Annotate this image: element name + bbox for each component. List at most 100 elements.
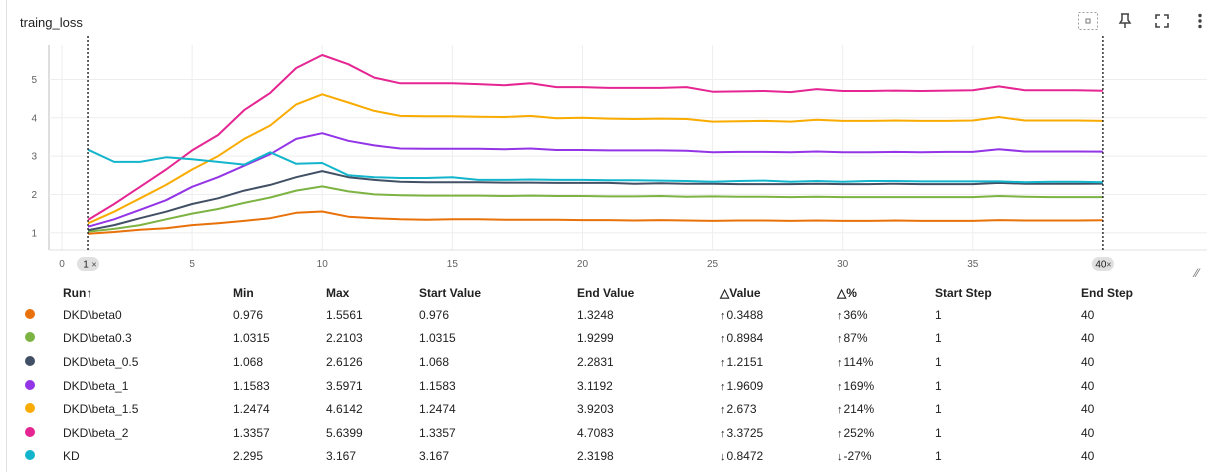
color-swatch[interactable]	[25, 379, 35, 390]
delta-percent: ↑87%	[837, 331, 868, 346]
run-color-dot[interactable]	[7, 445, 63, 469]
header-end-value[interactable]: End Value	[577, 286, 635, 300]
header-delta-percent[interactable]: △%	[837, 286, 857, 300]
run-name: DKD\beta_1.5	[63, 402, 139, 417]
table-row[interactable]: DKD\beta0 0.976 1.5561 0.976 1.3248 ↑0.3488 ↑3…	[7, 303, 1181, 327]
delta-value: ↑3.3725	[720, 425, 764, 440]
header-start-step[interactable]: Start Step	[935, 286, 992, 300]
color-swatch[interactable]	[25, 426, 35, 437]
fit-domain-icon[interactable]	[1077, 10, 1099, 32]
run-color-dot[interactable]	[7, 397, 63, 421]
table-row[interactable]: KD 2.295 3.167 3.167 2.3198 ↓0.8472 ↓-27% 1 40	[7, 445, 1181, 469]
x-tick-label: 15	[447, 259, 459, 270]
range-marker-chip[interactable]	[1091, 257, 1114, 271]
header-run[interactable]: Run↑	[63, 286, 93, 300]
run-name: DKD\beta_2	[63, 425, 129, 440]
run-color-dot[interactable]	[7, 350, 63, 374]
table-header: Run↑ Min Max Start Value End Value △Valu…	[7, 283, 1181, 303]
start-value: 1.3357	[419, 425, 456, 440]
color-swatch[interactable]	[25, 308, 35, 319]
range-marker-label: 40	[1095, 260, 1107, 271]
close-icon[interactable]: ×	[1106, 260, 1111, 270]
series-line[interactable]	[87, 170, 1103, 232]
header-delta-value[interactable]: △Value	[720, 286, 761, 300]
end-step: 40	[1081, 449, 1095, 464]
header-max[interactable]: Max	[326, 286, 350, 300]
max-value: 3.167	[326, 449, 357, 464]
start-step: 1	[935, 402, 942, 417]
y-tick-label: 1	[31, 228, 37, 239]
end-step: 40	[1081, 378, 1095, 393]
table-row[interactable]: DKD\beta_1.5 1.2474 4.6142 1.2474 3.9203 ↑2.6…	[7, 397, 1181, 421]
start-value: 1.1583	[419, 378, 456, 393]
color-swatch[interactable]	[25, 355, 35, 366]
color-swatch[interactable]	[25, 403, 35, 414]
end-value: 1.9299	[577, 331, 614, 346]
trend-arrow-icon: ↑	[837, 404, 843, 417]
delta-percent: ↑114%	[837, 354, 874, 369]
card-title: traing_loss	[20, 15, 83, 30]
delta-percent: ↑214%	[837, 402, 875, 417]
start-step: 1	[935, 449, 942, 464]
scalar-card: traing_loss 1 2 3 4 5 5 10 15 20 25 30 35 0 1 × 40 × ⁄⁄ …	[6, 0, 1217, 472]
table-row[interactable]: DKD\beta_2 1.3357 5.6399 1.3357 4.7083 ↑3.372…	[7, 421, 1181, 445]
fullscreen-icon[interactable]	[1151, 10, 1173, 32]
trend-arrow-icon: ↑	[720, 309, 726, 322]
resize-handle-icon[interactable]: ⁄⁄	[1195, 266, 1200, 280]
close-icon[interactable]: ×	[91, 260, 96, 270]
trend-arrow-icon: ↑	[720, 356, 726, 369]
series-line[interactable]	[87, 93, 1103, 225]
table-row[interactable]: DKD\beta0.3 1.0315 2.2103 1.0315 1.9299 ↑0.89…	[7, 327, 1181, 351]
series-line[interactable]	[87, 185, 1103, 233]
start-value: 1.0315	[419, 331, 456, 346]
start-step: 1	[935, 425, 942, 440]
y-tick-label: 4	[31, 113, 37, 124]
x-tick-label: 20	[577, 259, 589, 270]
table-row[interactable]: DKD\beta_1 1.1583 3.5971 1.1583 3.1192 ↑1.960…	[7, 374, 1181, 398]
y-tick-label: 3	[31, 152, 37, 163]
trend-arrow-icon: ↑	[837, 380, 843, 393]
max-value: 4.6142	[326, 402, 363, 417]
delta-percent: ↑36%	[837, 307, 868, 322]
run-name: DKD\beta0	[63, 307, 122, 322]
series-line[interactable]	[87, 210, 1103, 235]
trend-arrow-icon: ↑	[720, 333, 726, 346]
header-min[interactable]: Min	[233, 286, 254, 300]
y-tick-label: 5	[31, 75, 37, 86]
min-value: 2.295	[233, 449, 264, 464]
max-value: 2.6126	[326, 354, 363, 369]
delta-percent: ↑252%	[837, 425, 875, 440]
range-marker-chip[interactable]	[77, 257, 100, 271]
color-swatch[interactable]	[25, 332, 35, 343]
min-value: 0.976	[233, 307, 264, 322]
run-color-dot[interactable]	[7, 303, 63, 327]
start-value: 1.2474	[419, 402, 456, 417]
run-color-dot[interactable]	[7, 327, 63, 351]
run-color-dot[interactable]	[7, 374, 63, 398]
header-start-value[interactable]: Start Value	[419, 286, 482, 300]
series-line[interactable]	[87, 132, 1103, 228]
series-line[interactable]	[87, 148, 1103, 184]
end-step: 40	[1081, 331, 1095, 346]
more-vert-icon[interactable]	[1189, 10, 1211, 32]
run-name: DKD\beta_1	[63, 378, 129, 393]
header-end-step[interactable]: End Step	[1081, 286, 1134, 300]
trend-arrow-icon: ↑	[837, 356, 843, 369]
start-step: 1	[935, 331, 942, 346]
run-color-dot[interactable]	[7, 421, 63, 445]
trend-arrow-icon: ↓	[837, 451, 843, 464]
delta-percent: ↑169%	[837, 378, 875, 393]
series-line[interactable]	[87, 54, 1103, 221]
trend-arrow-icon: ↑	[720, 404, 726, 417]
min-value: 1.0315	[233, 331, 270, 346]
color-swatch[interactable]	[25, 450, 35, 461]
end-value: 4.7083	[577, 425, 614, 440]
x-tick-label: 0	[59, 259, 65, 270]
start-value: 3.167	[419, 449, 450, 464]
end-step: 40	[1081, 402, 1095, 417]
x-tick-label: 30	[837, 259, 849, 270]
y-tick-label: 2	[31, 190, 37, 201]
table-row[interactable]: DKD\beta_0.5 1.068 2.6126 1.068 2.2831 ↑1.215…	[7, 350, 1181, 374]
pin-icon[interactable]	[1114, 10, 1136, 32]
